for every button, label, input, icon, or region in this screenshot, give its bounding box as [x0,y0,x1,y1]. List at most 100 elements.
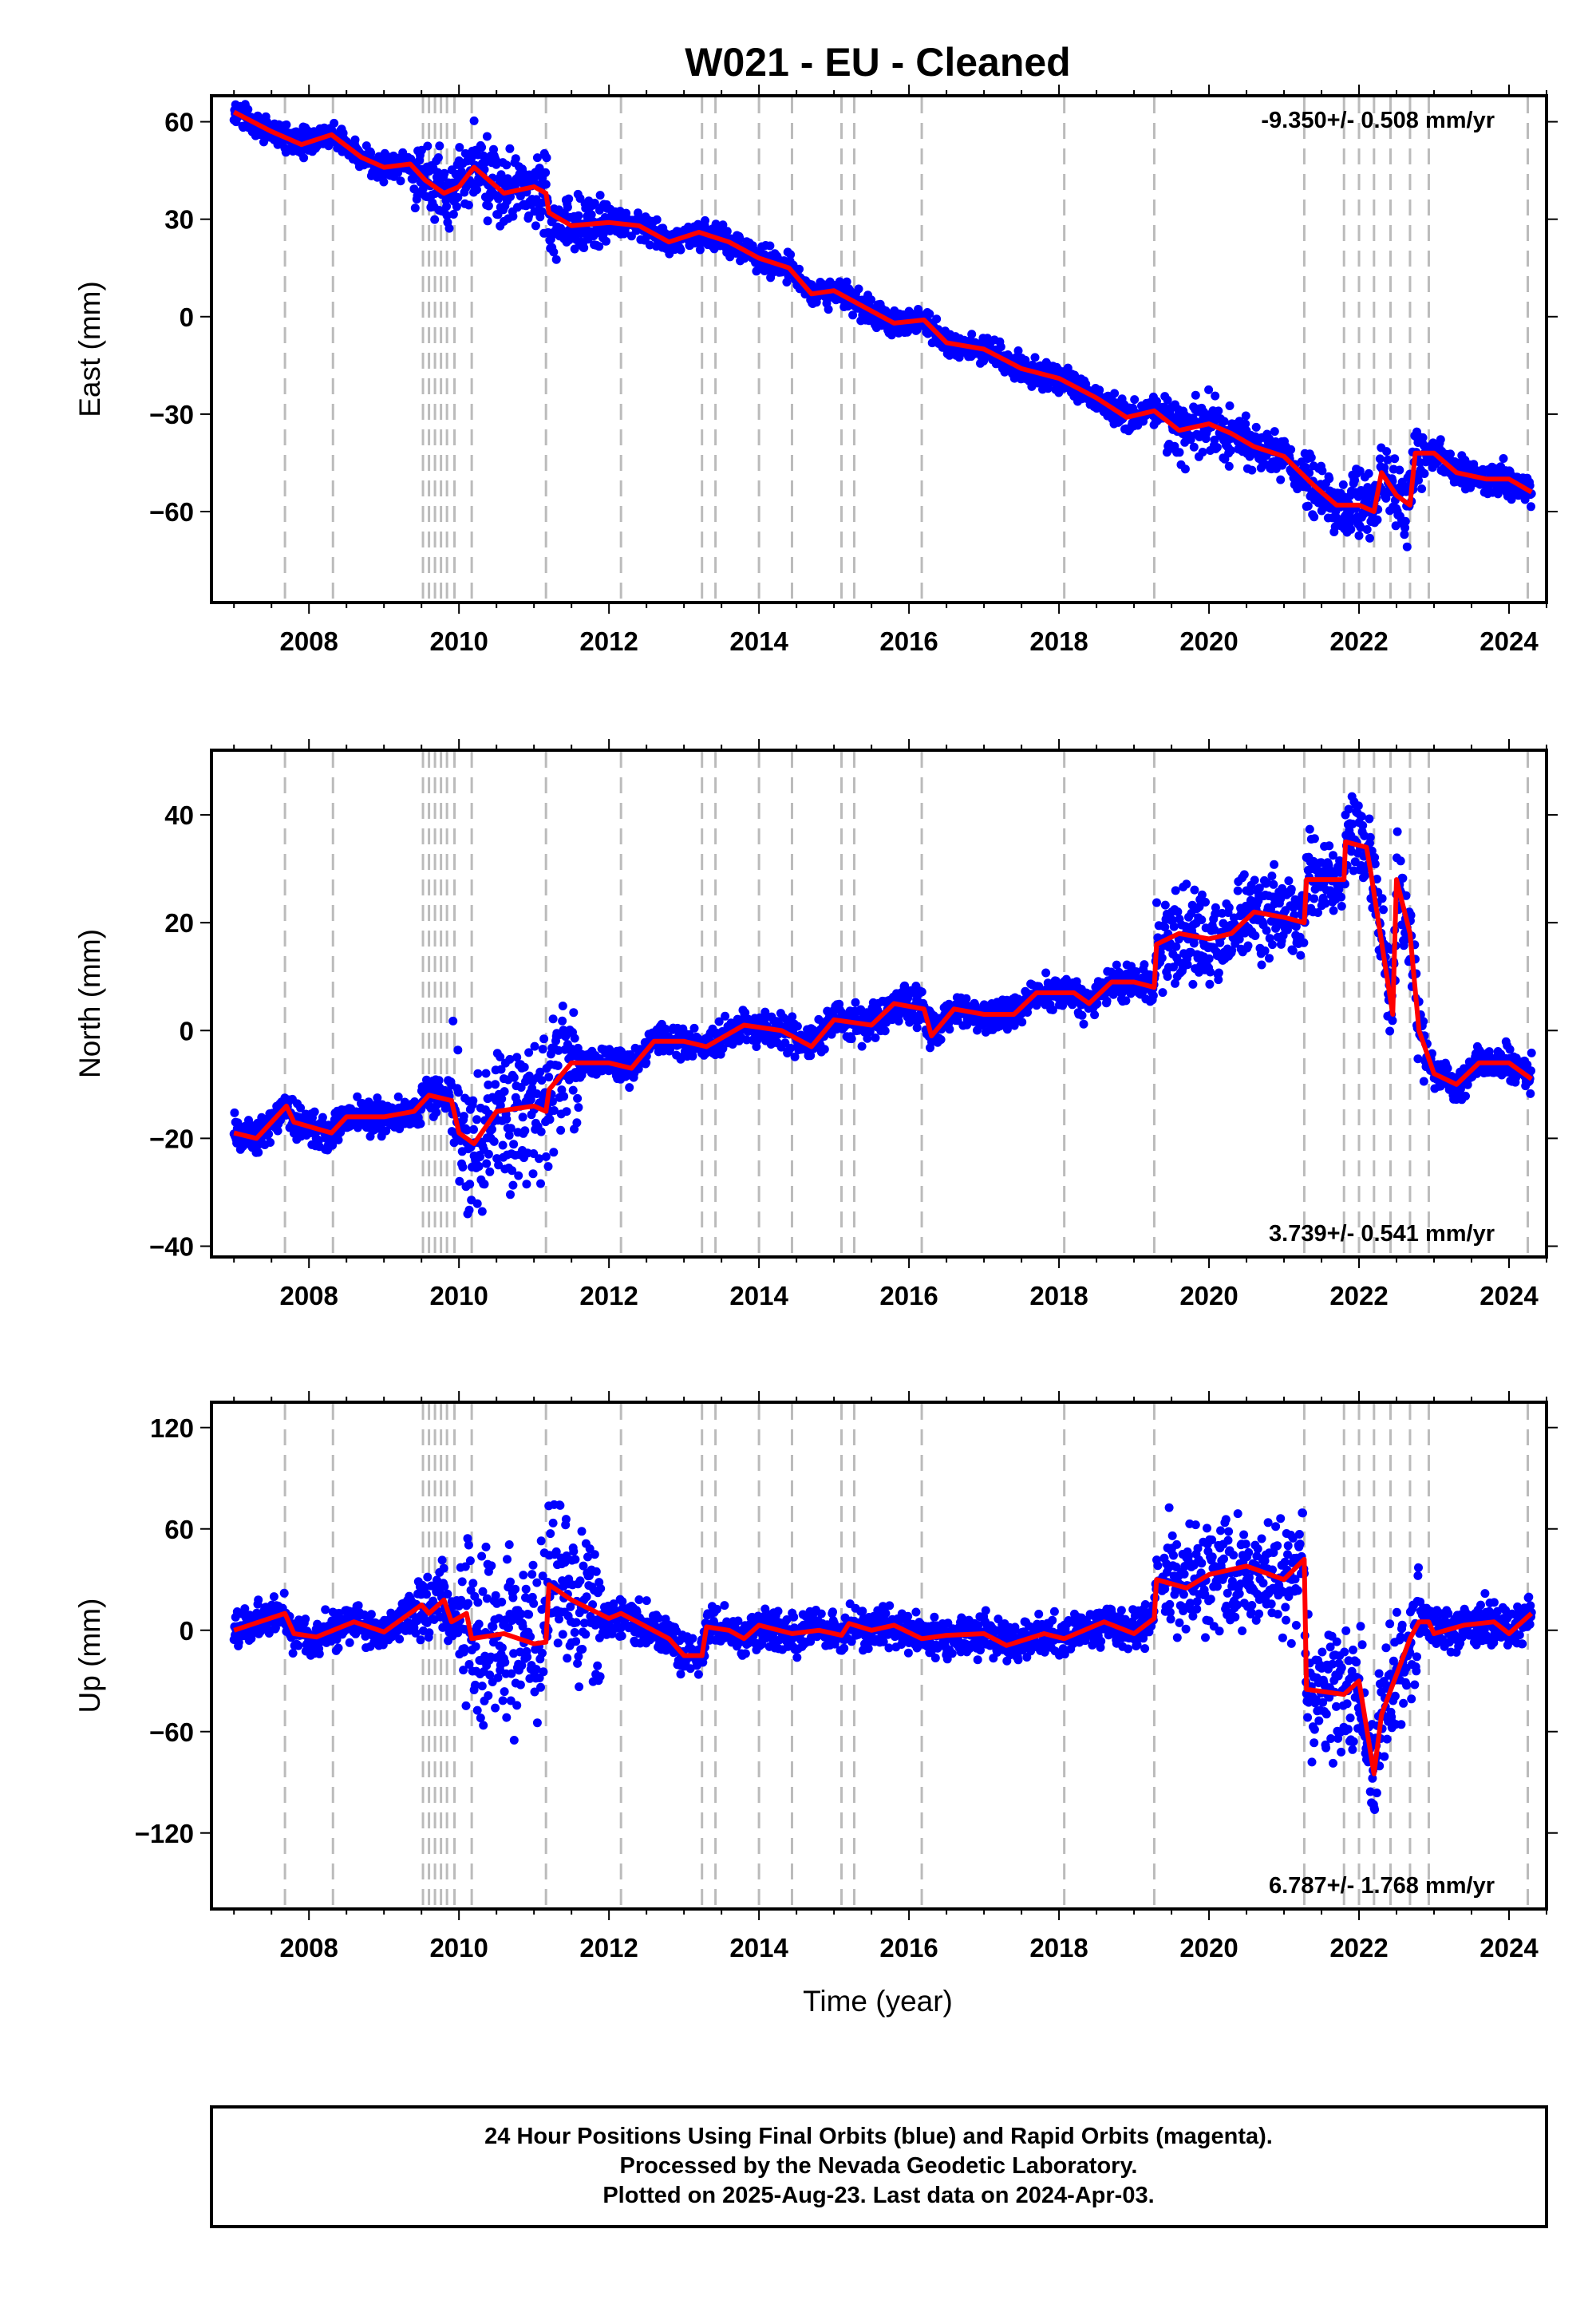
data-point [452,202,461,211]
data-point [498,1140,508,1150]
data-point [302,126,312,136]
data-point [735,234,745,243]
data-point [900,981,910,990]
data-point [693,219,703,229]
data-point [506,1190,515,1199]
data-point [1017,1018,1027,1027]
x-tick-label: 2018 [1029,626,1088,656]
data-point [1310,894,1319,903]
data-point [1417,484,1427,493]
data-point [1260,946,1270,955]
data-point [1152,898,1161,907]
data-point [553,1061,563,1070]
data-point [520,1126,530,1136]
data-point [353,1092,362,1101]
data-point [1391,521,1400,531]
data-point [1102,996,1112,1006]
data-point [820,1045,829,1054]
data-point [1402,542,1412,551]
data-point [539,1034,549,1044]
data-point [448,210,458,219]
data-point [1241,419,1250,429]
data-point [454,1088,463,1097]
data-point [1443,1064,1452,1073]
x-tick-label: 2022 [1329,626,1388,656]
data-point [1204,954,1214,963]
data-point [1400,516,1410,526]
data-point [484,1149,493,1159]
data-point [464,200,473,210]
data-point [1241,411,1250,421]
data-point [1254,883,1264,893]
data-point [1365,814,1374,824]
data-point [806,1051,816,1061]
data-point [1112,960,1121,970]
data-point [469,116,479,125]
data-point [780,1038,790,1048]
data-point [509,1140,519,1149]
data-point [254,1148,263,1157]
data-point [1400,523,1410,532]
data-point [423,141,433,151]
data-point [792,1022,802,1031]
data-point [1048,1005,1057,1014]
data-point [590,199,599,207]
data-point [1204,385,1214,394]
data-point [1224,903,1234,912]
data-point [1390,454,1400,464]
data-point [1212,443,1222,453]
data-point [488,1124,496,1134]
data-point [1418,433,1428,442]
data-point [514,1171,523,1180]
data-point [1396,856,1405,866]
data-point [1077,1010,1087,1020]
data-point [595,191,605,200]
data-point [310,1107,319,1117]
data-point [519,1062,529,1072]
data-point [1030,353,1040,362]
data-point [1346,524,1356,534]
data-point [1182,879,1191,889]
data-point [1198,448,1207,456]
data-point [714,1017,724,1026]
x-axis: 2008 2010 2012 2014 2016 2018 2020 2022 2024 [233,739,1547,1310]
data-point [230,1108,239,1117]
data-point [1190,885,1199,895]
data-point [496,1101,505,1110]
x-tick-label: 2008 [279,626,338,656]
data-point [444,223,454,233]
data-point [1325,841,1334,851]
data-point [568,1085,578,1095]
data-point [842,277,851,287]
data-point [542,153,551,163]
data-point [483,216,492,226]
data-point [1158,988,1167,998]
data-points [229,100,1536,551]
data-point [1243,941,1253,951]
data-point [393,1092,403,1101]
y-tick-label: −30 [149,400,194,429]
data-point [468,1096,478,1105]
data-point [535,164,544,173]
data-point [1388,1016,1397,1026]
data-point [854,284,863,294]
data-point [485,1167,495,1176]
data-point [1377,894,1387,903]
data-point [795,264,804,274]
data-point [1002,1025,1012,1034]
data-point [1148,991,1158,1000]
data-point [1393,827,1402,836]
data-point [1043,384,1053,393]
data-point [1183,960,1192,970]
data-point [1329,851,1337,860]
data-point [1499,454,1508,463]
data-point [689,1023,699,1033]
data-point [243,105,253,114]
data-point [871,1033,880,1042]
data-point [548,1014,558,1024]
data-point [1219,417,1229,426]
data-point [1353,801,1363,811]
data-point [1375,454,1385,464]
